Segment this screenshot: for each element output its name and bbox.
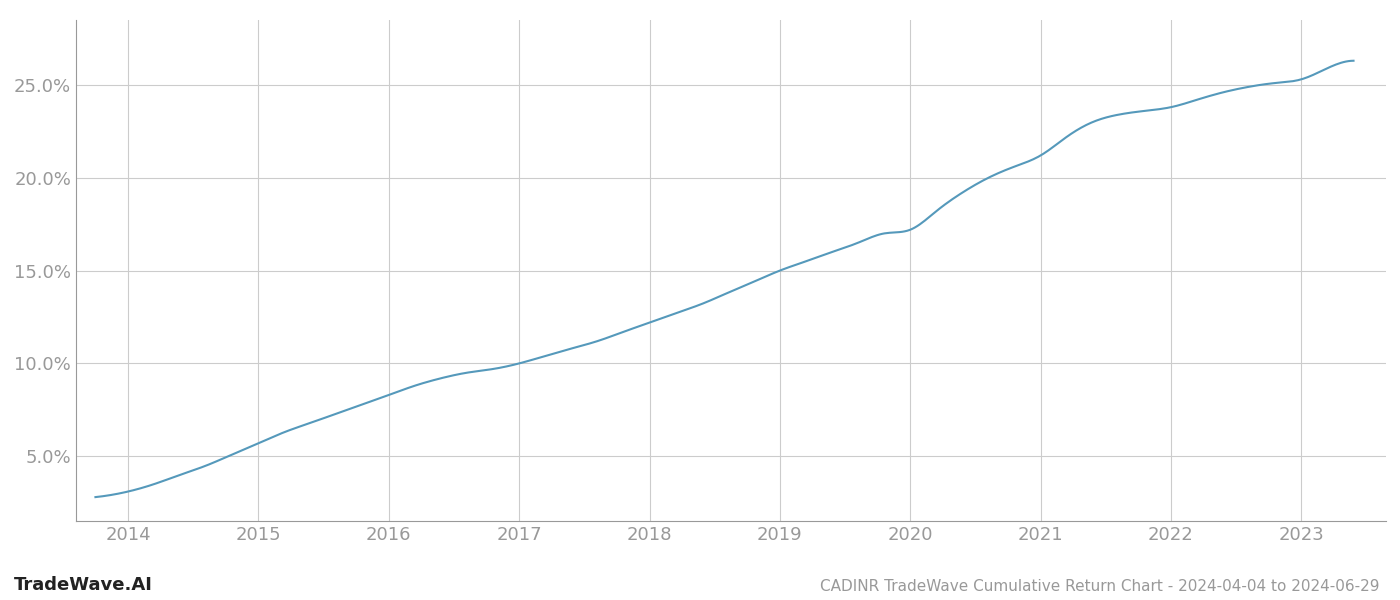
Text: CADINR TradeWave Cumulative Return Chart - 2024-04-04 to 2024-06-29: CADINR TradeWave Cumulative Return Chart… (819, 579, 1379, 594)
Text: TradeWave.AI: TradeWave.AI (14, 576, 153, 594)
